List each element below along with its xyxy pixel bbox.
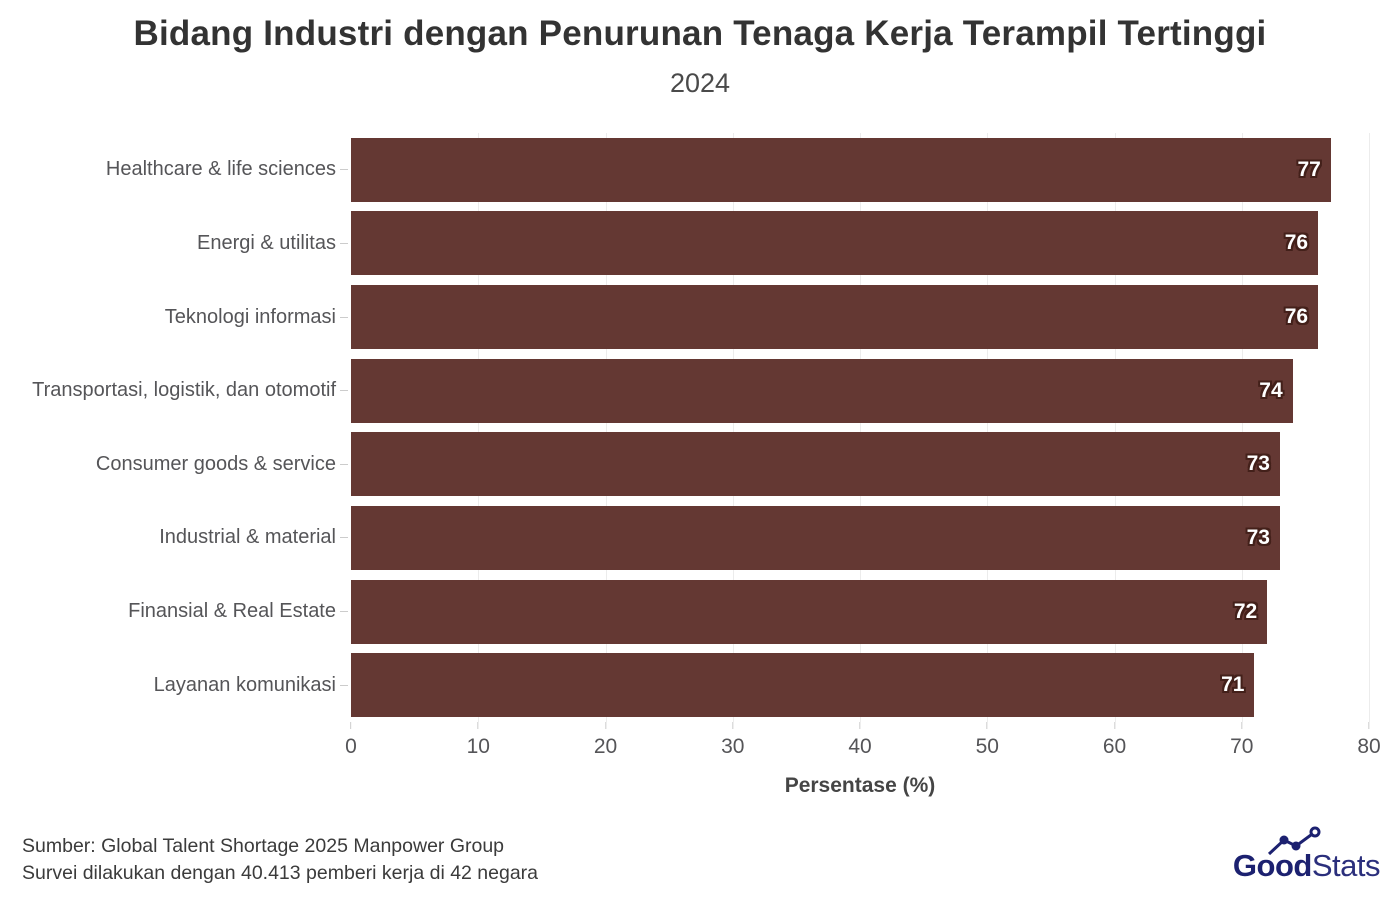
x-tick: 80 [1357, 722, 1381, 759]
x-tick-label: 60 [1102, 735, 1127, 758]
category-label: Energi & utilitas [197, 231, 336, 254]
bar-track: 71 [351, 648, 1369, 722]
bar-track: 76 [351, 207, 1369, 281]
y-tick-mark [336, 537, 351, 538]
x-tick-label: 20 [593, 735, 618, 758]
gridline-50 [987, 133, 989, 722]
x-tick: 60 [1103, 722, 1126, 759]
bar: 72 [351, 579, 1268, 644]
x-tick-label: 40 [848, 735, 872, 758]
x-axis: 0 10 20 30 40 50 60 70 80 [345, 722, 1381, 768]
bar-value-label: 76 [1284, 231, 1309, 255]
y-tick-mark [336, 169, 351, 170]
x-tick-label: 80 [1357, 735, 1381, 758]
goodstats-logo: Good Stats [1232, 826, 1381, 884]
bar-row: Transportasi, logistik, dan otomotif 74 [0, 354, 1369, 428]
y-tick-mark [336, 611, 351, 612]
bar-value-label: 73 [1246, 525, 1270, 549]
gridline-40 [860, 133, 861, 722]
bar-track: 74 [351, 354, 1369, 428]
category-label: Layanan komunikasi [153, 673, 336, 696]
bar-track: 72 [351, 575, 1369, 649]
bar: 73 [351, 432, 1280, 497]
source-line-2: Survei dilakukan dengan 40.413 pemberi k… [22, 862, 539, 884]
bar-row: Layanan komunikasi 71 [0, 648, 1369, 722]
x-tick-mark [732, 722, 734, 729]
bar-value-label: 73 [1246, 452, 1270, 476]
bar: 77 [351, 137, 1331, 202]
category-label: Consumer goods & service [95, 452, 336, 475]
x-axis-label: Persentase (%) [784, 774, 936, 797]
x-tick-label: 70 [1230, 735, 1254, 758]
x-tick-mark [986, 722, 988, 729]
bar-value-label: 76 [1284, 305, 1309, 329]
category-label: Finansial & Real Estate [128, 600, 336, 623]
bar-track: 73 [351, 501, 1369, 575]
source-note: Sumber: Global Talent Shortage 2025 Manp… [22, 833, 538, 887]
gridline-80 [1369, 133, 1370, 722]
bar-value-label: 71 [1221, 673, 1245, 697]
bar-value-label: 74 [1259, 378, 1283, 402]
chart-header: Bidang Industri dengan Penurunan Tenaga … [0, 14, 1400, 99]
chart-title: Bidang Industri dengan Penurunan Tenaga … [133, 14, 1267, 53]
y-tick-mark [336, 390, 351, 391]
x-tick-label: 50 [975, 735, 999, 758]
source-line-1: Sumber: Global Talent Shortage 2025 Manp… [22, 835, 505, 857]
category-label: Transportasi, logistik, dan otomotif [32, 379, 336, 402]
bar-track: 76 [351, 280, 1369, 354]
gridline-70 [1241, 133, 1243, 722]
x-tick: 70 [1230, 722, 1253, 759]
bar-value-label: 77 [1297, 157, 1321, 181]
bar: 73 [351, 505, 1280, 570]
x-tick: 40 [848, 722, 872, 759]
x-tick-mark [859, 722, 861, 729]
bar-row: Energi & utilitas 76 [0, 207, 1369, 281]
bar-row: Healthcare & life sciences 77 [0, 133, 1369, 207]
x-tick-mark [477, 722, 479, 729]
logo-text-stats: Stats [1311, 848, 1381, 883]
x-tick-mark [1113, 722, 1115, 729]
trendline-icon [1267, 826, 1321, 856]
bar-row: Teknologi informasi 76 [0, 280, 1369, 354]
x-tick-mark [1368, 722, 1370, 729]
y-tick-mark [336, 243, 351, 244]
bar-track: 73 [351, 428, 1369, 502]
x-tick-label: 10 [466, 735, 490, 758]
x-tick: 30 [721, 722, 744, 759]
x-tick-mark [604, 722, 606, 729]
gridline-30 [732, 133, 734, 722]
x-tick: 10 [467, 722, 490, 759]
category-label: Industrial & material [159, 526, 336, 549]
x-tick: 50 [976, 722, 999, 759]
x-tick-mark [1241, 722, 1243, 729]
chart-subtitle: 2024 [669, 68, 731, 98]
x-tick: 0 [345, 722, 357, 759]
bar: 76 [351, 211, 1319, 276]
logo-text-good: Good [1232, 848, 1312, 883]
gridline-10 [478, 133, 480, 722]
y-tick-mark [336, 317, 351, 318]
x-tick-label: 30 [721, 735, 745, 758]
bar: 71 [351, 653, 1255, 718]
bar-row: Industrial & material 73 [0, 501, 1369, 575]
bar-rows: Healthcare & life sciences 77 Energi & uti… [0, 133, 1369, 722]
x-tick-mark [350, 722, 352, 729]
y-tick-mark [336, 685, 351, 686]
bar: 76 [351, 285, 1319, 350]
x-tick-label: 0 [345, 735, 357, 758]
bar: 74 [351, 358, 1293, 423]
category-label: Healthcare & life sciences [105, 158, 336, 181]
category-label: Teknologi informasi [164, 305, 336, 328]
gridline-60 [1114, 133, 1116, 722]
gridline-20 [605, 133, 607, 722]
bar-value-label: 72 [1233, 599, 1258, 623]
bar-row: Consumer goods & service 73 [0, 428, 1369, 502]
x-tick: 20 [594, 722, 617, 759]
plot-gridlines [351, 133, 1370, 722]
y-tick-mark [336, 464, 351, 465]
bar-row: Finansial & Real Estate 72 [0, 575, 1369, 649]
bar-track: 77 [351, 133, 1369, 207]
